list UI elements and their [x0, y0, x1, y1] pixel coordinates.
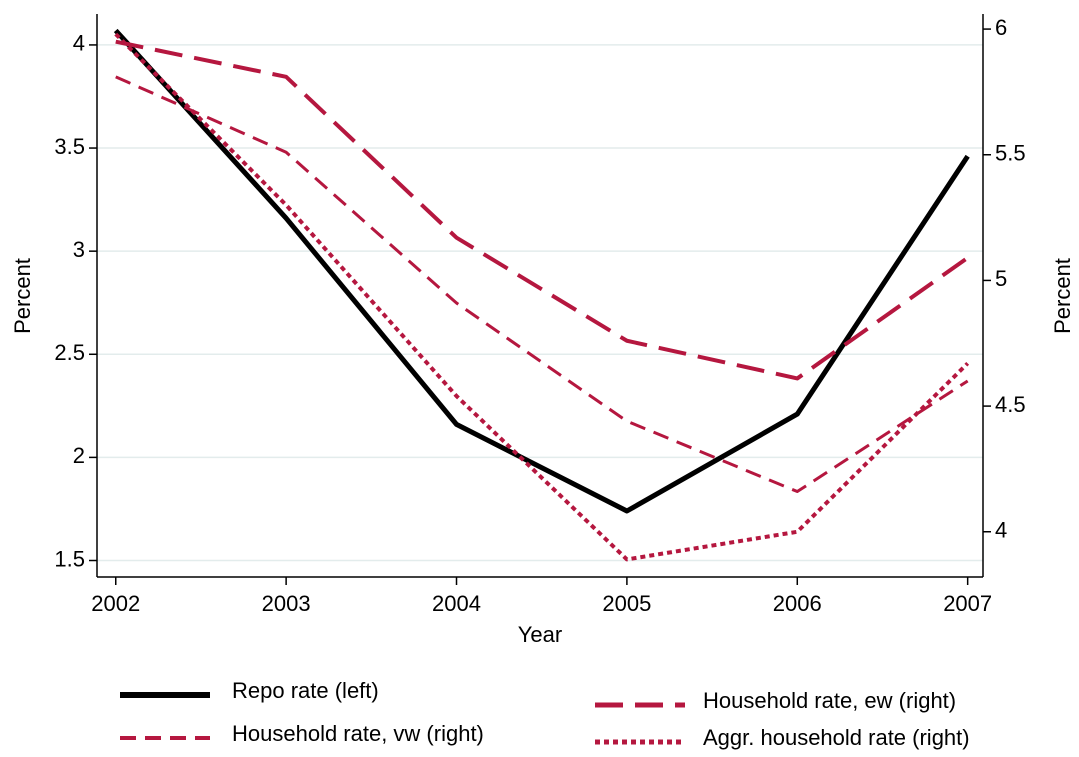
line-series — [114, 32, 970, 562]
line-series — [115, 75, 969, 494]
y2-tick-label: 4 — [995, 518, 1007, 543]
x-tick-label: 2003 — [262, 591, 311, 616]
y-tick-label: 4 — [73, 31, 85, 56]
y2-tick-label: 4.5 — [995, 392, 1026, 417]
x-tick-label: 2005 — [602, 591, 651, 616]
y-tick-label: 2.5 — [54, 340, 85, 365]
y2-tick-label: 5 — [995, 266, 1007, 291]
y-tick-label: 2 — [73, 443, 85, 468]
y-axis-label: Percent — [10, 258, 35, 334]
line-series — [113, 28, 970, 514]
x-axis-label: Year — [518, 622, 562, 647]
x-tick-label: 2006 — [773, 591, 822, 616]
legend-label: Aggr. household rate (right) — [703, 725, 970, 750]
y2-tick-label: 6 — [995, 15, 1007, 40]
x-tick-label: 2007 — [943, 591, 992, 616]
legend-label: Household rate, vw (right) — [232, 721, 484, 746]
x-tick-label: 2002 — [91, 591, 140, 616]
y2-axis-label: Percent — [1050, 258, 1075, 334]
y-tick-label: 3 — [73, 237, 85, 262]
x-tick-label: 2004 — [432, 591, 481, 616]
line-series — [115, 39, 969, 381]
y2-tick-label: 5.5 — [995, 141, 1026, 166]
legend-label: Repo rate (left) — [232, 678, 379, 703]
legend-label: Household rate, ew (right) — [703, 688, 956, 713]
y-tick-label: 3.5 — [54, 134, 85, 159]
y-tick-label: 1.5 — [54, 546, 85, 571]
